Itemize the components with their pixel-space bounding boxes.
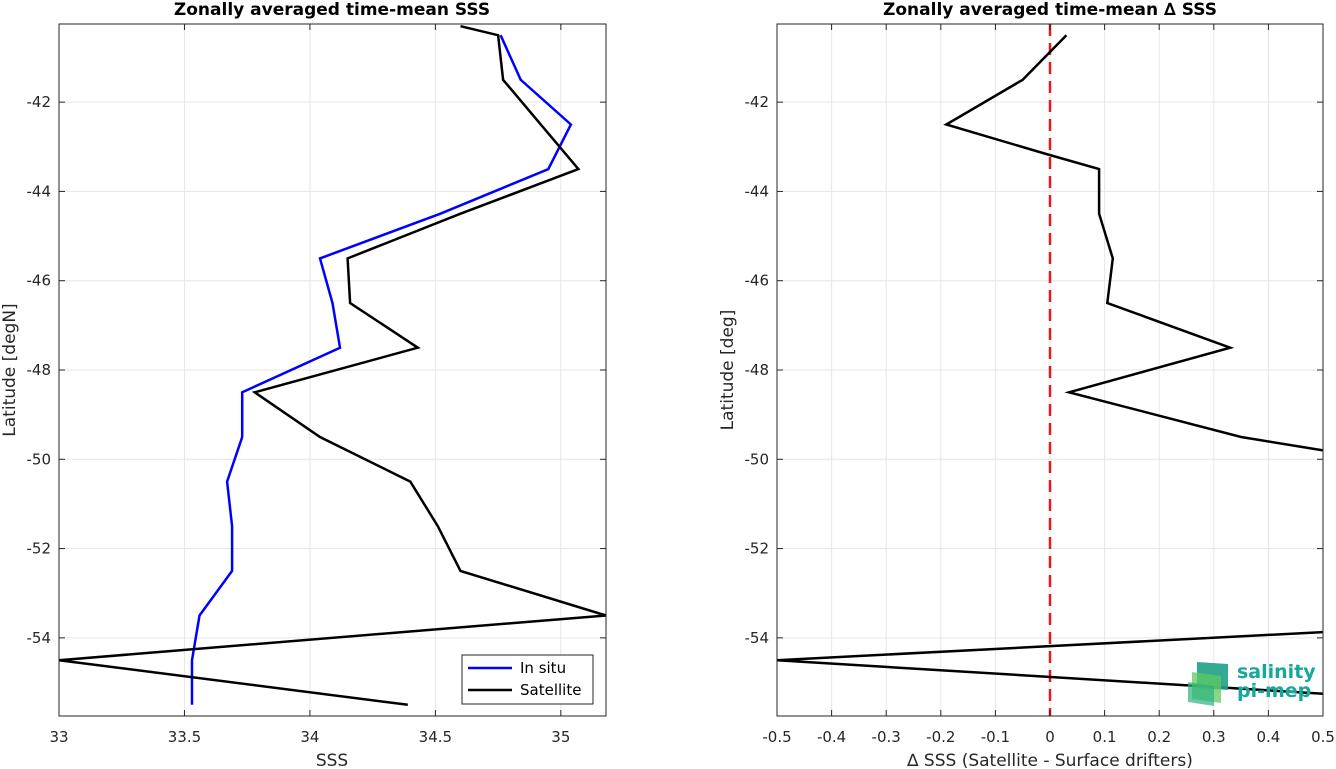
delta-xtick-label: 0	[1045, 728, 1055, 746]
logo-mark-icon	[1188, 662, 1228, 706]
delta-xtick-label: 0.4	[1256, 728, 1280, 746]
sss-title: Zonally averaged time-mean SSS	[174, 0, 490, 20]
delta-title: Zonally averaged time-mean ∆ SSS	[883, 0, 1217, 20]
delta-ytick-label: -54	[745, 629, 770, 647]
sss-xtick-label: 33	[49, 728, 68, 746]
delta-sss-panel: -0.5 -0.4 -0.3 -0.2 -0.1 0 0.1 0.2 0.3 0.4 0.5 -54 -…	[718, 0, 1335, 769]
logo-text-pi-mep: pi-mep	[1237, 680, 1311, 702]
delta-series-segment-1	[943, 34, 1324, 452]
sss-ytick-label: -52	[27, 540, 52, 558]
sss-series-satellite	[58, 24, 607, 707]
delta-xtick-label: -0.2	[926, 728, 955, 746]
delta-xtick-label: -0.4	[817, 728, 846, 746]
delta-ylabel: Latitude [deg]	[718, 310, 738, 431]
delta-ticks: -0.5 -0.4 -0.3 -0.2 -0.1 0 0.1 0.2 0.3 0.4 0.5 -54 -…	[745, 24, 1335, 746]
delta-xtick-label: 0.5	[1311, 728, 1335, 746]
delta-ytick-label: -44	[745, 182, 770, 200]
salinity-pimep-logo: salinity pi-mep	[1188, 661, 1316, 706]
sss-panel: 33 33.5 34 34.5 35 -54 -52 -50 -48 -46 -44 -42 Zona…	[0, 0, 607, 769]
sss-ytick-label: -44	[27, 182, 52, 200]
sss-xtick-label: 35	[551, 728, 570, 746]
sss-ticks: 33 33.5 34 34.5 35 -54 -52 -50 -48 -46 -44 -42	[27, 24, 606, 746]
delta-xtick-label: 0.2	[1147, 728, 1171, 746]
legend: In situ Satellite	[461, 654, 594, 705]
delta-ytick-label: -52	[745, 540, 770, 558]
delta-xtick-label: 0.1	[1093, 728, 1117, 746]
sss-ytick-label: -48	[27, 361, 52, 379]
logo-text-salinity: salinity	[1237, 661, 1316, 683]
sss-grid	[58, 24, 606, 716]
sss-ytick-label: -42	[27, 93, 52, 111]
delta-ytick-label: -48	[745, 361, 770, 379]
delta-ytick-label: -50	[745, 450, 770, 468]
sss-ytick-label: -54	[27, 629, 52, 647]
delta-xtick-label: -0.3	[872, 728, 901, 746]
sss-lines	[58, 24, 607, 707]
legend-label-satellite: Satellite	[520, 681, 581, 699]
sss-xtick-label: 34	[300, 728, 319, 746]
sss-xlabel: SSS	[316, 751, 348, 769]
sss-ytick-label: -50	[27, 450, 52, 468]
legend-box	[461, 654, 594, 705]
sss-ytick-label: -46	[27, 272, 52, 290]
sss-xtick-label: 33.5	[168, 728, 201, 746]
sss-xtick-label: 34.5	[419, 728, 452, 746]
delta-xtick-label: -0.1	[981, 728, 1010, 746]
legend-label-in-situ: In situ	[520, 659, 566, 677]
sss-ylabel: Latitude [degN]	[0, 303, 20, 436]
delta-xlabel: ∆ SSS (Satellite - Surface drifters)	[906, 751, 1193, 769]
delta-ytick-label: -42	[745, 93, 770, 111]
delta-xtick-label: 0.3	[1202, 728, 1226, 746]
delta-xtick-label: -0.5	[762, 728, 791, 746]
delta-ytick-label: -46	[745, 272, 770, 290]
